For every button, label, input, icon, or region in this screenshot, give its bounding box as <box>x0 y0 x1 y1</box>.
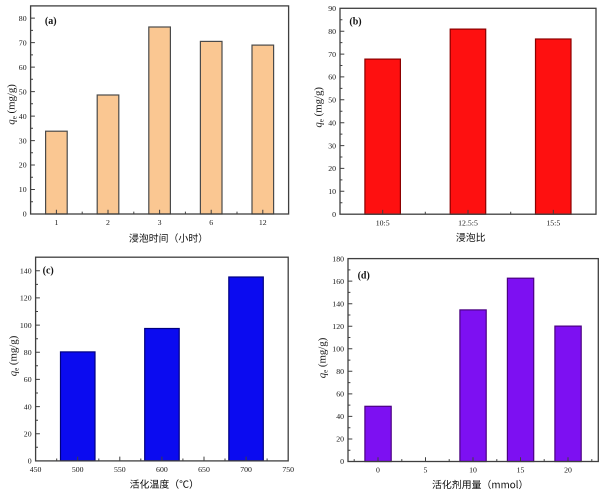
svg-text:0: 0 <box>376 466 380 475</box>
svg-text:qe (mg/g): qe (mg/g) <box>312 87 325 128</box>
svg-text:(b): (b) <box>349 16 361 27</box>
svg-text:2: 2 <box>106 218 110 227</box>
svg-text:20: 20 <box>336 435 344 444</box>
svg-text:1: 1 <box>54 218 58 227</box>
svg-text:0: 0 <box>23 210 27 219</box>
svg-text:70: 70 <box>19 38 27 47</box>
svg-text:12.5:5: 12.5:5 <box>458 218 478 227</box>
svg-text:3: 3 <box>158 218 162 227</box>
svg-text:30: 30 <box>328 141 336 150</box>
svg-text:70: 70 <box>328 50 336 59</box>
svg-text:140: 140 <box>332 299 344 308</box>
svg-text:50: 50 <box>328 96 336 105</box>
svg-text:700: 700 <box>240 465 252 474</box>
svg-text:60: 60 <box>19 63 27 72</box>
svg-text:550: 550 <box>114 465 126 474</box>
svg-text:60: 60 <box>328 73 336 82</box>
svg-text:10:5: 10:5 <box>376 218 390 227</box>
svg-text:0: 0 <box>332 210 336 219</box>
svg-text:80: 80 <box>328 27 336 36</box>
svg-text:20: 20 <box>564 466 572 475</box>
svg-text:500: 500 <box>72 465 84 474</box>
svg-text:qe (mg/g): qe (mg/g) <box>317 337 330 378</box>
svg-text:80: 80 <box>336 367 344 376</box>
svg-text:12: 12 <box>259 218 267 227</box>
svg-text:5: 5 <box>424 466 428 475</box>
svg-text:650: 650 <box>198 465 210 474</box>
svg-text:40: 40 <box>336 412 344 421</box>
svg-text:qe (mg/g): qe (mg/g) <box>8 335 21 376</box>
svg-text:60: 60 <box>24 375 32 384</box>
svg-text:0: 0 <box>340 457 344 466</box>
svg-text:(d): (d) <box>358 271 370 282</box>
svg-text:40: 40 <box>328 118 336 127</box>
svg-text:20: 20 <box>328 164 336 173</box>
svg-text:20: 20 <box>19 161 27 170</box>
svg-text:(c): (c) <box>43 266 54 277</box>
svg-text:140: 140 <box>20 267 32 276</box>
svg-text:100: 100 <box>332 345 344 354</box>
svg-text:100: 100 <box>20 321 32 330</box>
svg-text:qe (mg/g): qe (mg/g) <box>5 84 18 125</box>
svg-text:40: 40 <box>24 402 32 411</box>
svg-text:10: 10 <box>469 466 477 475</box>
svg-text:0: 0 <box>28 457 32 466</box>
svg-text:450: 450 <box>30 465 42 474</box>
svg-text:10: 10 <box>328 187 336 196</box>
svg-text:80: 80 <box>24 348 32 357</box>
svg-text:120: 120 <box>20 294 32 303</box>
svg-text:120: 120 <box>332 322 344 331</box>
svg-text:10: 10 <box>19 185 27 194</box>
svg-text:20: 20 <box>24 429 32 438</box>
svg-text:180: 180 <box>332 254 344 263</box>
svg-text:60: 60 <box>336 390 344 399</box>
svg-text:750: 750 <box>282 465 294 474</box>
svg-text:50: 50 <box>19 87 27 96</box>
svg-text:(a): (a) <box>45 16 57 27</box>
svg-text:600: 600 <box>156 465 168 474</box>
svg-text:15:5: 15:5 <box>546 218 560 227</box>
svg-text:6: 6 <box>209 218 213 227</box>
svg-text:160: 160 <box>332 277 344 286</box>
svg-text:40: 40 <box>19 112 27 121</box>
svg-text:80: 80 <box>19 14 27 23</box>
svg-text:90: 90 <box>328 4 336 13</box>
svg-text:30: 30 <box>19 136 27 145</box>
svg-text:15: 15 <box>517 466 525 475</box>
